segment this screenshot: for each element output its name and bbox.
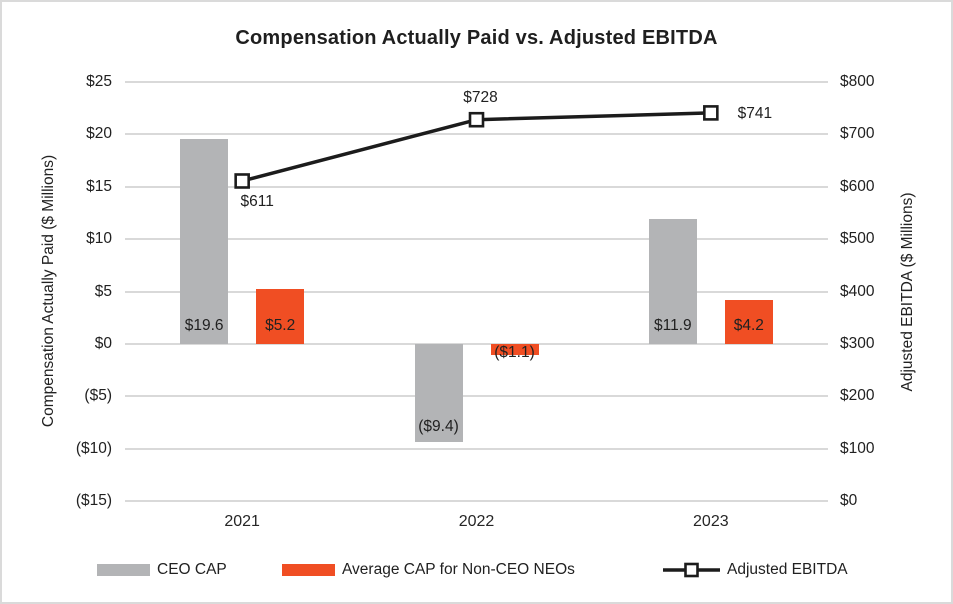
ceo-cap-swatch bbox=[97, 564, 150, 576]
gridline bbox=[125, 395, 828, 398]
legend-label-ceo-cap: CEO CAP bbox=[157, 561, 227, 578]
ebitda-line-path bbox=[241, 111, 711, 183]
right-axis-tick: $800 bbox=[840, 73, 875, 90]
gridline bbox=[125, 133, 828, 136]
gridline bbox=[125, 81, 828, 83]
bar-data-label: $4.2 bbox=[733, 316, 764, 334]
left-axis-tick: ($10) bbox=[75, 439, 112, 457]
left-axis-tick: ($5) bbox=[84, 387, 112, 405]
right-axis-tick: $700 bbox=[840, 125, 875, 143]
adjusted-ebitda-line-swatch bbox=[663, 562, 720, 578]
right-axis-tick: $500 bbox=[840, 230, 875, 248]
legend-item-ceo-cap: CEO CAP bbox=[97, 558, 227, 582]
gridline bbox=[125, 500, 828, 502]
legend-item-adjusted-ebitda: Adjusted EBITDA bbox=[663, 558, 848, 582]
legend-label-adjusted-ebitda: Adjusted EBITDA bbox=[727, 561, 848, 578]
left-axis-tick: ($15) bbox=[75, 492, 112, 509]
bar-data-label: $11.9 bbox=[654, 316, 692, 334]
right-axis-tick: $100 bbox=[840, 439, 875, 457]
left-axis-tick: $5 bbox=[94, 282, 112, 300]
bar-2021-ceo-cap bbox=[180, 138, 229, 344]
bar-2021-non-ceo-neos bbox=[256, 289, 305, 344]
gridline bbox=[125, 185, 828, 188]
gridline bbox=[125, 447, 828, 450]
x-axis-label: 2023 bbox=[693, 513, 729, 530]
bar-data-label: ($1.1) bbox=[494, 344, 535, 362]
bar-2023-non-ceo-neos bbox=[724, 299, 773, 344]
x-axis-label: 2021 bbox=[224, 513, 260, 530]
left-axis-tick: $10 bbox=[86, 230, 112, 248]
bar-data-label: $5.2 bbox=[265, 316, 296, 334]
line-data-label: $611 bbox=[240, 192, 274, 210]
line-marker bbox=[468, 111, 485, 128]
gridline bbox=[125, 238, 828, 241]
bar-2022-non-ceo-neos bbox=[490, 343, 539, 356]
right-axis-tick: $0 bbox=[840, 492, 858, 509]
legend-label-non-ceo-neos: Average CAP for Non-CEO NEOs bbox=[342, 561, 575, 578]
right-axis-tick: $600 bbox=[840, 177, 875, 195]
right-axis-tick: $400 bbox=[840, 282, 875, 300]
left-axis-tick: $0 bbox=[94, 334, 112, 352]
legend-item-non-ceo-neos: Average CAP for Non-CEO NEOs bbox=[282, 558, 575, 582]
left-axis-tick: $25 bbox=[86, 73, 112, 90]
chart-title: Compensation Actually Paid vs. Adjusted … bbox=[235, 27, 718, 49]
left-axis-tick: $20 bbox=[86, 125, 112, 143]
legend-line-marker bbox=[684, 562, 699, 578]
bar-data-label: $19.6 bbox=[184, 316, 224, 334]
bar-data-label: ($9.4) bbox=[418, 418, 459, 436]
line-data-label: $741 bbox=[737, 104, 773, 122]
bar-2023-ceo-cap bbox=[648, 219, 697, 344]
line-data-label: $728 bbox=[463, 88, 498, 106]
line-marker bbox=[703, 105, 719, 121]
x-axis-label: 2022 bbox=[458, 513, 495, 530]
right-axis-tick: $200 bbox=[840, 387, 875, 405]
right-axis-tick: $300 bbox=[840, 334, 875, 352]
non-ceo-neos-swatch bbox=[282, 564, 335, 576]
gridline bbox=[125, 290, 828, 293]
bar-2022-ceo-cap bbox=[414, 343, 463, 443]
left-axis-tick: $15 bbox=[86, 177, 112, 195]
gridline bbox=[125, 342, 828, 345]
